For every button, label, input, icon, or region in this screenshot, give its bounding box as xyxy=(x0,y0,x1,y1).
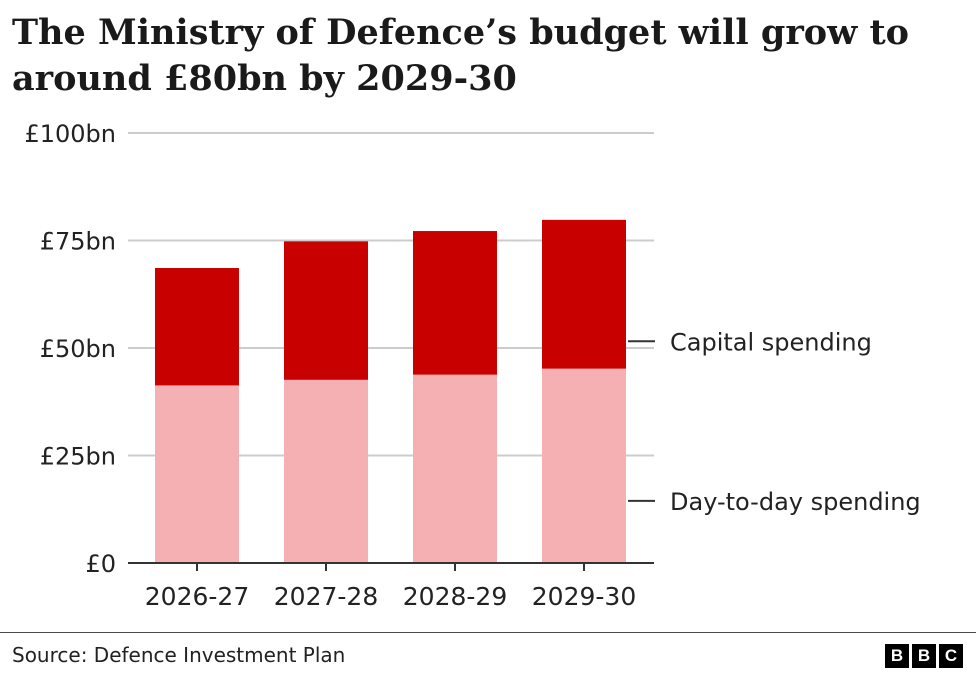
x-tick-label: 2026-27 xyxy=(145,582,249,611)
x-tick-label: 2028-29 xyxy=(403,582,507,611)
footer-divider xyxy=(0,632,976,633)
day-to-day-spendingbar xyxy=(155,385,239,563)
chart-title: The Ministry of Defence’s budget will gr… xyxy=(12,10,962,102)
day-to-day-spendingbar xyxy=(284,379,368,563)
legend-label: Day-to-day spending xyxy=(670,488,921,516)
source-note: Source: Defence Investment Plan xyxy=(12,643,346,667)
y-tick-label: £25bn xyxy=(40,443,116,471)
x-tick-label: 2029-30 xyxy=(532,582,636,611)
bbc-logo-letter: B xyxy=(912,644,936,668)
x-tick-label: 2027-28 xyxy=(274,582,378,611)
y-tick-label: £0 xyxy=(85,550,116,578)
bbc-logo-letter: C xyxy=(939,644,963,668)
legend-label: Capital spending xyxy=(670,328,872,356)
stacked-bar-chart: £0 £25bn £50bn £75bn £100bn 2026-27 2027-28 202… xyxy=(24,120,921,611)
bbc-logo-letter: B xyxy=(885,644,909,668)
day-to-day-spendingbar xyxy=(413,374,497,563)
y-tick-label: £75bn xyxy=(40,228,116,256)
capital-spendingbar xyxy=(155,268,239,386)
bbc-logo: B B C xyxy=(885,644,963,668)
y-tick-label: £50bn xyxy=(40,335,116,363)
chart-title-line-2: around £80bn by 2029-30 xyxy=(12,58,517,99)
day-to-day-spendingbar xyxy=(542,368,626,563)
y-tick-label: £100bn xyxy=(24,120,116,148)
capital-spendingbar xyxy=(542,219,626,369)
chart-title-line-1: The Ministry of Defence’s budget will gr… xyxy=(12,12,909,53)
capital-spendingbar xyxy=(413,231,497,375)
capital-spendingbar xyxy=(284,241,368,380)
